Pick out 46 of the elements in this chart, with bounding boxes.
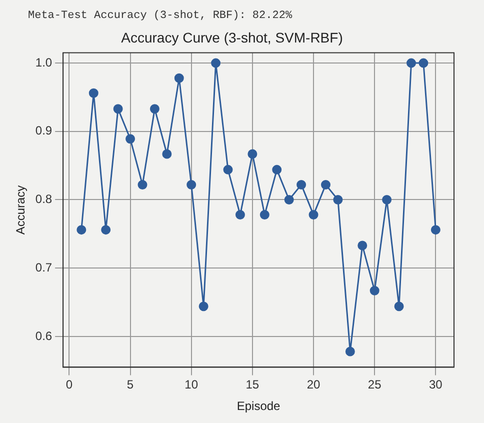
- point: [88, 88, 98, 98]
- x-tick-label: 0: [66, 378, 73, 392]
- point: [101, 225, 111, 235]
- point: [320, 180, 330, 190]
- point: [430, 225, 440, 235]
- point: [248, 149, 258, 159]
- point: [272, 164, 282, 174]
- y-tick-label: 0.7: [35, 260, 52, 274]
- point: [150, 104, 160, 114]
- chart-title: Accuracy Curve (3-shot, SVM-RBF): [121, 29, 343, 46]
- point: [260, 210, 270, 220]
- point: [345, 346, 355, 356]
- point: [174, 73, 184, 83]
- point: [296, 180, 306, 190]
- x-tick-label: 30: [428, 378, 443, 392]
- point: [162, 149, 172, 159]
- point: [76, 225, 86, 235]
- point: [333, 195, 343, 204]
- x-tick-label: 15: [246, 378, 260, 392]
- point: [358, 240, 368, 250]
- point: [406, 58, 416, 68]
- x-tick-label: 10: [184, 378, 198, 392]
- text: Meta-Test Accuracy (3-shot, RBF): 82.22%: [28, 10, 292, 22]
- point: [211, 58, 221, 68]
- point: [186, 180, 196, 190]
- point: [138, 180, 148, 190]
- point: [126, 134, 136, 144]
- point: [370, 286, 380, 296]
- point: [308, 210, 318, 220]
- point: [223, 164, 233, 174]
- point: [418, 58, 428, 68]
- y-tick-label: 0.6: [35, 328, 52, 343]
- x-axis-title: Episode: [236, 399, 281, 414]
- y-axis-title: Accuracy: [14, 185, 28, 235]
- point: [394, 302, 404, 312]
- y-tick-label: 0.9: [35, 124, 52, 138]
- x-tick-label: 25: [368, 378, 382, 392]
- point: [382, 195, 392, 204]
- x-tick-label: 20: [306, 378, 321, 392]
- point: [235, 210, 245, 220]
- point: [284, 195, 294, 204]
- point: [198, 302, 208, 312]
- x-tick-label: 5: [126, 378, 134, 392]
- y-tick-label: 0.8: [35, 192, 52, 206]
- point: [113, 104, 123, 114]
- y-tick-label: 1.0: [35, 55, 52, 70]
